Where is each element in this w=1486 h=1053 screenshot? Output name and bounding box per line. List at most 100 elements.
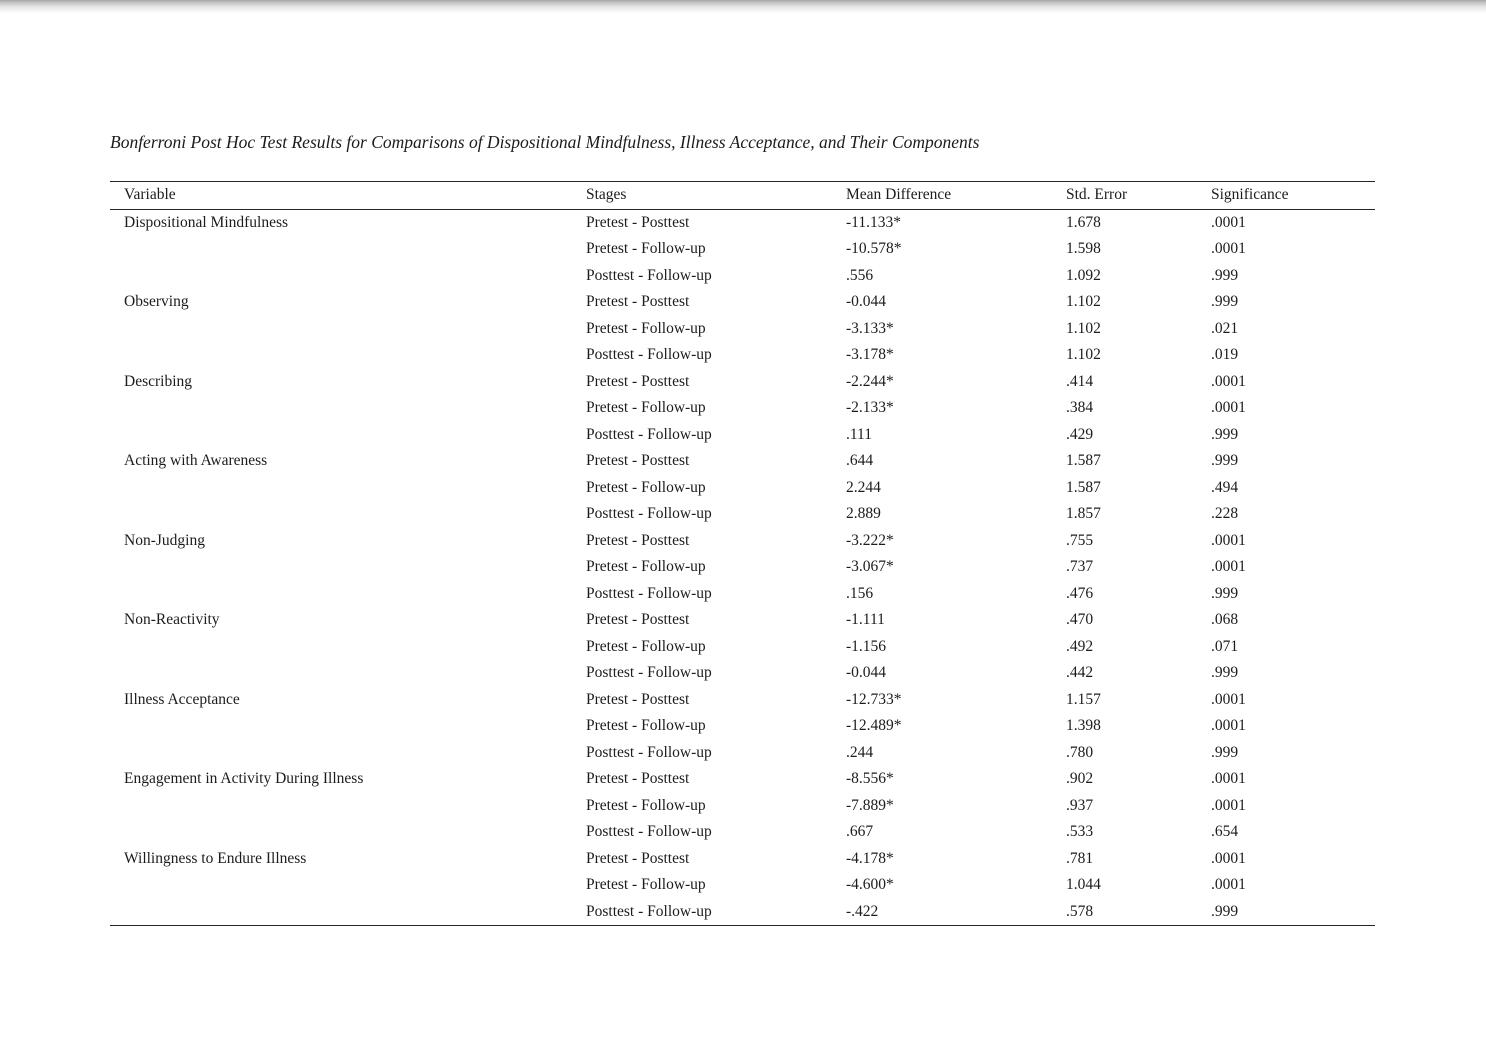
table-row: Illness Acceptance Pretest - Posttest -12.…	[110, 687, 1375, 714]
table-cell-variable: Illness Acceptance	[124, 690, 240, 708]
table-cell-std-error: .780	[1066, 743, 1094, 761]
column-header-significance: Significance	[1197, 181, 1375, 210]
table-cell-std-error: .470	[1066, 611, 1094, 629]
table-cell-variable	[110, 316, 572, 343]
table-cell-variable	[110, 501, 572, 528]
table-cell-significance: .999	[1211, 664, 1239, 682]
table-cell-variable: Engagement in Activity During Illness	[124, 770, 364, 788]
document-content: Bonferroni Post Hoc Test Results for Com…	[110, 131, 1375, 926]
table-cell-significance: .068	[1211, 611, 1239, 629]
table-cell-std-error: .476	[1066, 584, 1094, 602]
table-cell-variable: Non-Reactivity	[124, 611, 220, 629]
table-cell-mean-difference: -3.178*	[846, 346, 894, 364]
table-cell-std-error: .442	[1066, 664, 1094, 682]
table-cell-std-error: .429	[1066, 425, 1094, 443]
table-row: Posttest - Follow-up .111 .429 .999	[110, 422, 1375, 449]
table-cell-mean-difference: 2.889	[846, 505, 881, 523]
table-cell-std-error: 1.587	[1066, 478, 1101, 496]
table-cell-mean-difference: -11.133*	[846, 214, 901, 231]
table-cell-std-error: 1.102	[1066, 293, 1101, 311]
table-cell-mean-difference: -7.889*	[846, 796, 894, 814]
table-cell-mean-difference: -1.111	[846, 611, 885, 629]
table-cell-stage: Pretest - Posttest	[586, 849, 690, 867]
table-cell-mean-difference: .244	[846, 743, 874, 761]
table-cell-std-error: .492	[1066, 637, 1094, 655]
table-cell-stage: Posttest - Follow-up	[586, 823, 712, 841]
table-cell-variable: Non-Judging	[124, 531, 205, 549]
table-cell-significance: .0001	[1211, 240, 1246, 258]
table-row: Willingness to Endure Illness Pretest - P…	[110, 846, 1375, 873]
table-cell-significance: .0001	[1211, 214, 1246, 231]
table-cell-significance: .0001	[1211, 372, 1246, 390]
table-cell-significance: .0001	[1211, 717, 1246, 735]
table-cell-significance: .999	[1211, 266, 1239, 284]
table-cell-significance: .999	[1211, 293, 1239, 311]
table-cell-std-error: 1.598	[1066, 240, 1101, 258]
table-cell-variable	[110, 581, 572, 608]
table-cell-variable	[110, 475, 572, 502]
table-cell-significance: .999	[1211, 452, 1239, 470]
table-cell-variable: Observing	[124, 293, 189, 311]
column-header-stages: Stages	[572, 181, 832, 210]
table-title: Bonferroni Post Hoc Test Results for Com…	[110, 132, 980, 152]
table-cell-mean-difference: .156	[846, 584, 874, 602]
table-cell-std-error: 1.678	[1066, 214, 1101, 231]
table-cell-mean-difference: -4.600*	[846, 876, 894, 894]
table-cell-stage: Posttest - Follow-up	[586, 902, 712, 920]
table-cell-std-error: 1.102	[1066, 319, 1101, 337]
table-row: Non-Reactivity Pretest - Posttest -1.111 .4…	[110, 607, 1375, 634]
table-cell-significance: .0001	[1211, 558, 1246, 576]
table-cell-stage: Posttest - Follow-up	[586, 346, 712, 364]
table-cell-mean-difference: -8.556*	[846, 770, 894, 788]
table-cell-stage: Pretest - Follow-up	[586, 319, 706, 337]
table-cell-variable	[110, 660, 572, 687]
table-cell-significance: .999	[1211, 425, 1239, 443]
table-cell-stage: Pretest - Posttest	[586, 452, 690, 470]
window-top-shadow	[0, 0, 1486, 14]
table-cell-std-error: .902	[1066, 770, 1094, 788]
table-cell-significance: .0001	[1211, 531, 1246, 549]
table-row: Posttest - Follow-up .667 .533 .654	[110, 819, 1375, 846]
table-cell-mean-difference: -12.489*	[846, 717, 902, 735]
table-cell-significance: .999	[1211, 902, 1239, 920]
table-cell-significance: .654	[1211, 823, 1239, 841]
table-cell-mean-difference: -3.222*	[846, 531, 894, 549]
table-cell-stage: Pretest - Follow-up	[586, 876, 706, 894]
table-cell-std-error: 1.587	[1066, 452, 1101, 470]
table-row: Pretest - Follow-up -12.489* 1.398 .0001	[110, 713, 1375, 740]
table-cell-stage: Pretest - Follow-up	[586, 399, 706, 417]
bonferroni-results-table: Variable Stages Mean Difference Std. Err…	[110, 181, 1375, 926]
table-cell-stage: Pretest - Follow-up	[586, 558, 706, 576]
table-cell-mean-difference: -2.133*	[846, 399, 894, 417]
table-cell-significance: .0001	[1211, 796, 1246, 814]
table-cell-variable	[110, 872, 572, 899]
table-cell-stage: Posttest - Follow-up	[586, 664, 712, 682]
table-cell-mean-difference: -3.133*	[846, 319, 894, 337]
table-cell-std-error: .384	[1066, 399, 1094, 417]
table-cell-std-error: 1.092	[1066, 266, 1101, 284]
table-row: Pretest - Follow-up -3.133* 1.102 .021	[110, 316, 1375, 343]
table-cell-stage: Pretest - Posttest	[586, 531, 690, 549]
table-cell-stage: Posttest - Follow-up	[586, 743, 712, 761]
table-cell-variable	[110, 422, 572, 449]
table-cell-mean-difference: -0.044	[846, 293, 887, 311]
table-cell-std-error: .781	[1066, 849, 1094, 867]
table-cell-stage: Pretest - Follow-up	[586, 637, 706, 655]
table-cell-variable	[110, 342, 572, 369]
table-cell-stage: Pretest - Posttest	[586, 611, 690, 629]
table-row: Pretest - Follow-up -1.156 .492 .071	[110, 634, 1375, 661]
table-cell-variable	[110, 899, 572, 926]
table-cell-std-error: .755	[1066, 531, 1094, 549]
table-cell-variable	[110, 263, 572, 290]
table-cell-variable: Willingness to Endure Illness	[124, 849, 307, 867]
table-row: Engagement in Activity During Illness Pre…	[110, 766, 1375, 793]
table-cell-significance: .494	[1211, 478, 1239, 496]
table-row: Pretest - Follow-up -3.067* .737 .0001	[110, 554, 1375, 581]
table-cell-mean-difference: .111	[846, 425, 872, 443]
table-header: Variable Stages Mean Difference Std. Err…	[110, 181, 1375, 210]
table-cell-mean-difference: 2.244	[846, 478, 881, 496]
table-cell-variable	[110, 819, 572, 846]
table-header-row: Variable Stages Mean Difference Std. Err…	[110, 181, 1375, 210]
table-cell-std-error: .737	[1066, 558, 1094, 576]
